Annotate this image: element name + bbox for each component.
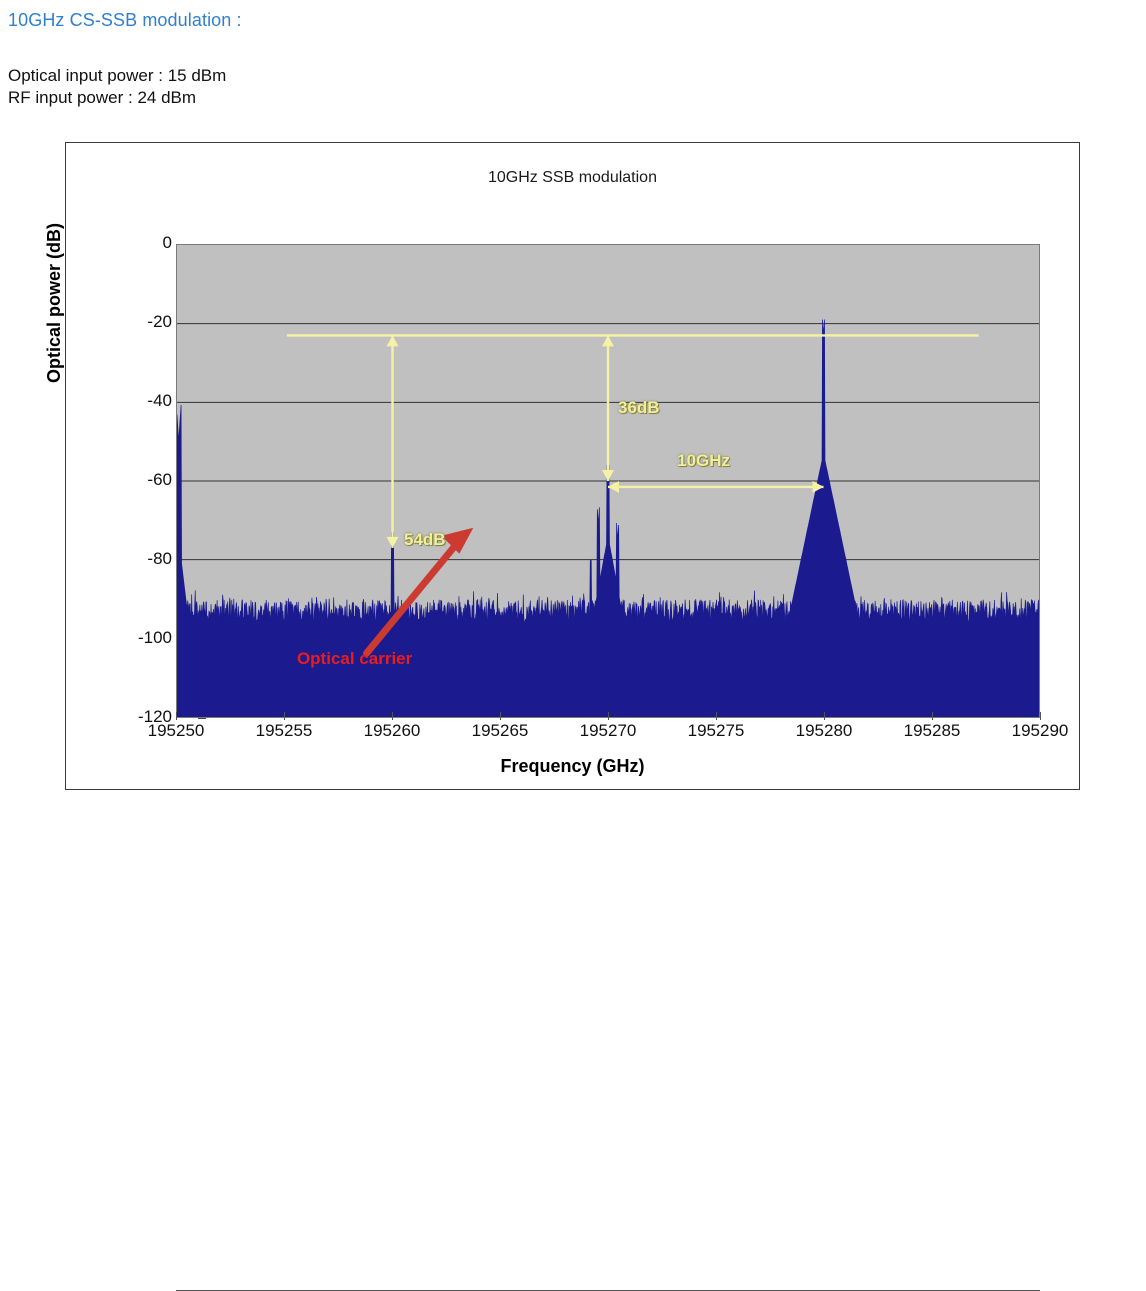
- y-tick-label: -20: [147, 312, 172, 331]
- x-axis-ticks: 195250 195255 195260 195265 195270 195275 1952…: [66, 712, 1081, 1291]
- page-title: 10GHz CS-SSB modulation :: [8, 10, 242, 30]
- x-tick-label: 195275: [687, 721, 745, 740]
- x-tick-mark: [716, 712, 717, 720]
- x-tick-mark: [176, 712, 177, 720]
- x-tick-label: 195285: [903, 721, 961, 740]
- x-tick-mark: [608, 712, 609, 720]
- x-tick-label: 195270: [579, 721, 637, 740]
- rf-input-power-text: RF input power : 24 dBm: [8, 88, 197, 107]
- spectrum-svg: [177, 319, 1039, 717]
- annotation-layer: [286, 334, 979, 657]
- x-tick-mark: [1040, 712, 1041, 720]
- x-tick-mark: [500, 712, 501, 720]
- y-axis-ticks: 0 -20 -40 -60 -80 -100 -120: [96, 143, 206, 791]
- optical-input-power-text: Optical input power : 15 dBm: [8, 66, 227, 85]
- y-tick-label: -120: [137, 707, 172, 726]
- x-axis-label: Frequency (GHz): [500, 756, 645, 776]
- annotation-optical-carrier: Optical carrier: [296, 648, 413, 668]
- y-tick-label: 0: [162, 233, 172, 252]
- y-axis-label: Optical power (dB): [44, 223, 64, 384]
- plot-area: [176, 244, 1040, 718]
- x-tick-mark: [824, 712, 825, 720]
- chart-frame: 10GHz SSB modulation Optical power (dB) …: [44, 142, 1081, 1291]
- x-tick-mark: [284, 712, 285, 720]
- x-tick-label: 195290: [1011, 721, 1069, 740]
- y-tick-label: -40: [147, 391, 172, 410]
- y-tick-label: -100: [137, 628, 172, 647]
- x-tick-label: 195260: [363, 721, 421, 740]
- y-tick-mark: [198, 718, 206, 719]
- x-tick-label: 195250: [147, 721, 205, 740]
- x-tick-label: 195265: [471, 721, 529, 740]
- y-tick-label: -80: [147, 549, 172, 568]
- y-tick-label: -60: [147, 470, 172, 489]
- x-tick-mark: [932, 712, 933, 720]
- page-root: 10GHz CS-SSB modulation : Optical input …: [8, 10, 1081, 1291]
- x-tick-mark: [392, 712, 393, 720]
- x-tick-label: 195255: [255, 721, 313, 740]
- x-tick-label: 195280: [795, 721, 853, 740]
- optical-carrier-arrow: [363, 527, 474, 657]
- chart-title: 10GHz SSB modulation: [488, 169, 657, 186]
